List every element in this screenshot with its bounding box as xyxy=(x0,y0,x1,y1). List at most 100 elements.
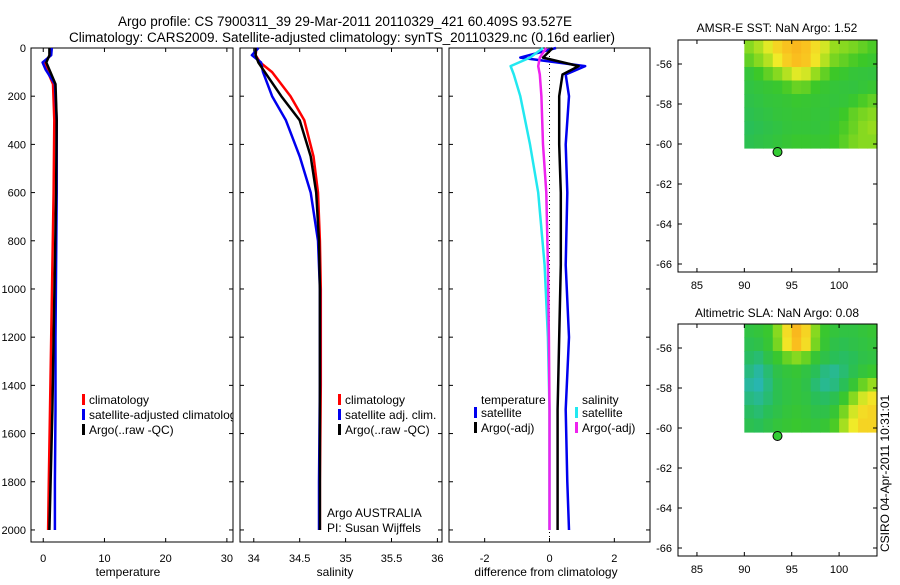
sla_map-cell xyxy=(848,364,859,379)
sla_map-cell xyxy=(744,418,755,433)
sst_map-cell xyxy=(744,53,755,68)
sla_map-cell xyxy=(867,337,878,352)
sla_map-cell xyxy=(744,405,755,420)
sla_map-cell xyxy=(858,351,869,366)
temperature-xtick-label: 10 xyxy=(98,553,110,565)
sla_map-cell xyxy=(801,324,812,339)
sla_map-cell xyxy=(848,391,859,406)
sla_map-xtick-label: 85 xyxy=(691,564,703,576)
sla_map-cell xyxy=(858,418,869,433)
sst_map-cell xyxy=(801,94,812,109)
sst_map-cell xyxy=(839,121,850,136)
sla_map-cell xyxy=(839,324,850,339)
sst_map-cell xyxy=(820,107,831,122)
sst_map-cell xyxy=(763,67,774,82)
salinity-panel: salinity Argo AUSTRALIA PI: Susan Wijffe… xyxy=(239,47,443,579)
sla_map-cell xyxy=(763,391,774,406)
sst_map-cell xyxy=(858,67,869,82)
difference-legend-temp-satellite-swatch xyxy=(474,407,477,418)
sla_map-cell xyxy=(867,351,878,366)
sst_map-cell xyxy=(782,107,793,122)
sst_map-cell xyxy=(858,107,869,122)
depth-tick-label: 0 xyxy=(20,43,26,55)
sst_map-cell xyxy=(829,67,840,82)
sst_map-cell xyxy=(839,67,850,82)
sst_map-cell xyxy=(839,53,850,68)
sla_map-cell xyxy=(744,337,755,352)
sst_map-cell xyxy=(858,53,869,68)
difference-xtick-label: 0 xyxy=(546,553,552,565)
sla_map-cell xyxy=(848,324,859,339)
sla_map-xtick-label: 95 xyxy=(786,564,798,576)
sla_map-cell xyxy=(829,378,840,393)
sla_map-cell xyxy=(782,337,793,352)
sst_map-cell xyxy=(848,134,859,149)
sla_map-cell xyxy=(782,405,793,420)
difference-legend-temp-satellite-label: satellite xyxy=(481,406,522,420)
sla_map-cell xyxy=(829,405,840,420)
salinity-legend-item-label: climatology xyxy=(345,393,405,407)
difference-series-temperature-argo-adj- xyxy=(541,47,580,530)
sla_map-cell xyxy=(867,418,878,433)
sla_map-cell xyxy=(753,418,764,433)
salinity-axes-box xyxy=(239,47,443,543)
sla_map-cell xyxy=(772,364,783,379)
sla_map-cell xyxy=(839,405,850,420)
sst_map-cell xyxy=(820,121,831,136)
sla_map-cell xyxy=(839,378,850,393)
sst_map-cell xyxy=(772,53,783,68)
sst_map-cell xyxy=(782,94,793,109)
sst_map-cell xyxy=(744,94,755,109)
sla_map-frame xyxy=(677,323,878,557)
sst_map-cell xyxy=(810,107,821,122)
sla_map-cell xyxy=(867,364,878,379)
salinity-legend-item-label: Argo(..raw -QC) xyxy=(345,423,430,437)
sst_map-float-marker xyxy=(772,147,783,157)
sla_map-cell xyxy=(810,418,821,433)
difference-legend-sal-satellite-swatch xyxy=(575,407,578,418)
sla_map-cell xyxy=(858,337,869,352)
sst_map-cell xyxy=(791,134,802,149)
sla_map-cell xyxy=(763,378,774,393)
sst_map-cell xyxy=(867,107,878,122)
sst_map-cell xyxy=(858,40,869,55)
sst_map-cell xyxy=(848,80,859,95)
sst_map-cell xyxy=(829,53,840,68)
sst_map-ytick-label: -64 xyxy=(656,219,672,231)
difference-series-salinity-argo-adj- xyxy=(536,47,551,530)
salinity-legend-item-label: satellite adj. clim. xyxy=(345,408,436,422)
sst_map-cell xyxy=(753,121,764,136)
sla_map-cell xyxy=(753,324,764,339)
sst_map-cell xyxy=(744,40,755,55)
sla_map-cell xyxy=(867,378,878,393)
sst_map-cell xyxy=(867,80,878,95)
sst_map-cell xyxy=(820,134,831,149)
sst_map-cell xyxy=(744,121,755,136)
sla_map-cell xyxy=(810,351,821,366)
difference-xtick-label: 2 xyxy=(611,553,617,565)
depth-tick-label: 1400 xyxy=(2,380,26,392)
figure-title-line1: Argo profile: CS 7900311_39 29-Mar-2011 … xyxy=(118,14,572,29)
salinity-legend-item-swatch xyxy=(338,394,341,405)
salinity-xtick-label: 35 xyxy=(339,553,351,565)
sst_map-cell xyxy=(763,53,774,68)
sst_map-xtick-label: 85 xyxy=(691,280,703,292)
sst_map-cell xyxy=(791,53,802,68)
sla_map-cell xyxy=(772,378,783,393)
sla_map-cell xyxy=(801,364,812,379)
sst_map-cell xyxy=(753,40,764,55)
sst_map-cell xyxy=(867,134,878,149)
sst_map-cell xyxy=(810,121,821,136)
sst_map-cell xyxy=(867,40,878,55)
sst_map-cell xyxy=(744,67,755,82)
depth-tick-label: 1000 xyxy=(2,284,26,296)
sla_map-cell xyxy=(753,405,764,420)
difference-legend-temp-argo-label: Argo(-adj) xyxy=(481,421,534,435)
salinity-xlabel: salinity xyxy=(317,565,354,579)
sst_map-cell xyxy=(772,67,783,82)
sst_map-cell xyxy=(810,94,821,109)
sla_map-cell xyxy=(772,391,783,406)
sst_map-cell xyxy=(772,40,783,55)
sla_map-cell xyxy=(810,337,821,352)
